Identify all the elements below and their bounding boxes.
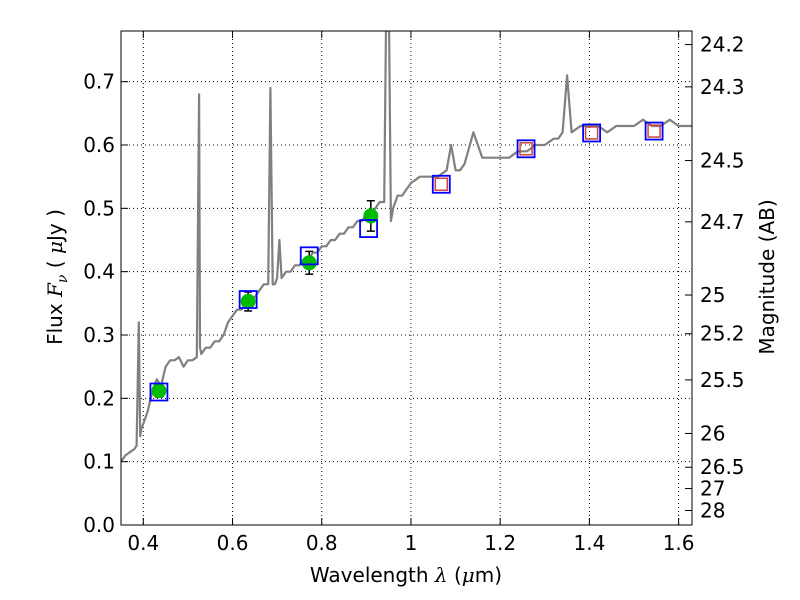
- mag-tick-label: 25.2: [700, 322, 745, 346]
- axis-ticks: [121, 31, 692, 526]
- y-axis-label: Flux Fν ( μJy ): [43, 209, 71, 345]
- model-box-marker: [149, 382, 169, 402]
- upper-limit-marker: [584, 126, 599, 140]
- y-tick-label: 0.7: [83, 70, 115, 94]
- y-axis-label-unit-open: (: [43, 254, 67, 275]
- x-axis-label-prefix: Wavelength: [310, 563, 435, 587]
- mag-tick-label: 25.5: [700, 368, 745, 392]
- x-tick-label: 0.4: [127, 531, 159, 555]
- y2-axis-label: Magnitude (AB): [755, 199, 779, 354]
- observed-point: [301, 255, 317, 271]
- mag-tick-label: 24.2: [700, 33, 745, 57]
- observed-point: [363, 208, 379, 224]
- y-tick-label: 0.2: [83, 386, 115, 410]
- plot-frame: [120, 30, 693, 526]
- x-tick-label: 1.4: [573, 531, 605, 555]
- spectrum-series: [121, 31, 692, 463]
- observed-point: [151, 383, 167, 399]
- y-axis-label-sub: ν: [55, 274, 71, 283]
- model-box-marker: [582, 123, 602, 143]
- mag-tick-label: 26.5: [700, 455, 745, 479]
- y-axis-label-symbol: F: [43, 282, 67, 298]
- upper-limit-marker: [519, 142, 533, 156]
- axis-tick-labels: 0.4 0.6 0.8 1 1.2 1.4 1.6 0.0 0.1 0.2 0.3 0.4 0.5 0.6…: [83, 33, 744, 555]
- x-axis-label-unit-open: (: [448, 563, 462, 587]
- y-tick-label: 0.4: [83, 260, 115, 284]
- model-box-marker: [644, 121, 664, 141]
- x-tick-label: 0.8: [306, 531, 338, 555]
- mag-tick-label: 24.7: [700, 210, 745, 234]
- x-tick-label: 1.2: [484, 531, 516, 555]
- upper-limit-marker: [647, 124, 661, 138]
- y-tick-label: 0.3: [83, 323, 115, 347]
- model-box-marker: [238, 290, 258, 309]
- x-tick-label: 1.6: [663, 531, 695, 555]
- y-tick-label: 0.5: [83, 196, 115, 220]
- y-tick-label: 0.6: [83, 133, 115, 157]
- x-tick-label: 1: [405, 531, 418, 555]
- mag-tick-label: 24.3: [700, 75, 745, 99]
- y-axis-label-unit-sym: μ: [43, 241, 67, 254]
- y-axis-label-prefix: Flux: [43, 297, 67, 345]
- mag-tick-label: 27: [700, 477, 725, 501]
- y-axis-label-unit-rest: Jy ): [43, 209, 67, 243]
- mag-tick-label: 24.5: [700, 149, 745, 173]
- spectrum-line: [121, 31, 692, 463]
- x-axis-label: Wavelength λ (μm): [310, 563, 502, 587]
- x-axis-label-symbol: λ: [434, 563, 448, 587]
- mag-tick-label: 28: [700, 498, 725, 522]
- model-box-marker: [359, 219, 378, 239]
- photometry-markers: [149, 121, 664, 402]
- upper-limit-marker: [434, 177, 449, 192]
- mag-tick-label: 25: [700, 283, 725, 307]
- grid-lines: [121, 31, 692, 525]
- model-box-marker: [299, 246, 319, 266]
- model-box-marker: [516, 139, 536, 159]
- x-axis-label-unit-sym: μ: [462, 563, 475, 587]
- y-tick-label: 0.1: [83, 450, 115, 474]
- y-tick-label: 0.0: [83, 513, 115, 537]
- model-box-marker: [431, 174, 451, 194]
- mag-tick-label: 26: [700, 421, 725, 445]
- observed-point: [240, 293, 256, 309]
- x-tick-label: 0.6: [217, 531, 249, 555]
- x-axis-label-unit-rest: m): [475, 563, 502, 587]
